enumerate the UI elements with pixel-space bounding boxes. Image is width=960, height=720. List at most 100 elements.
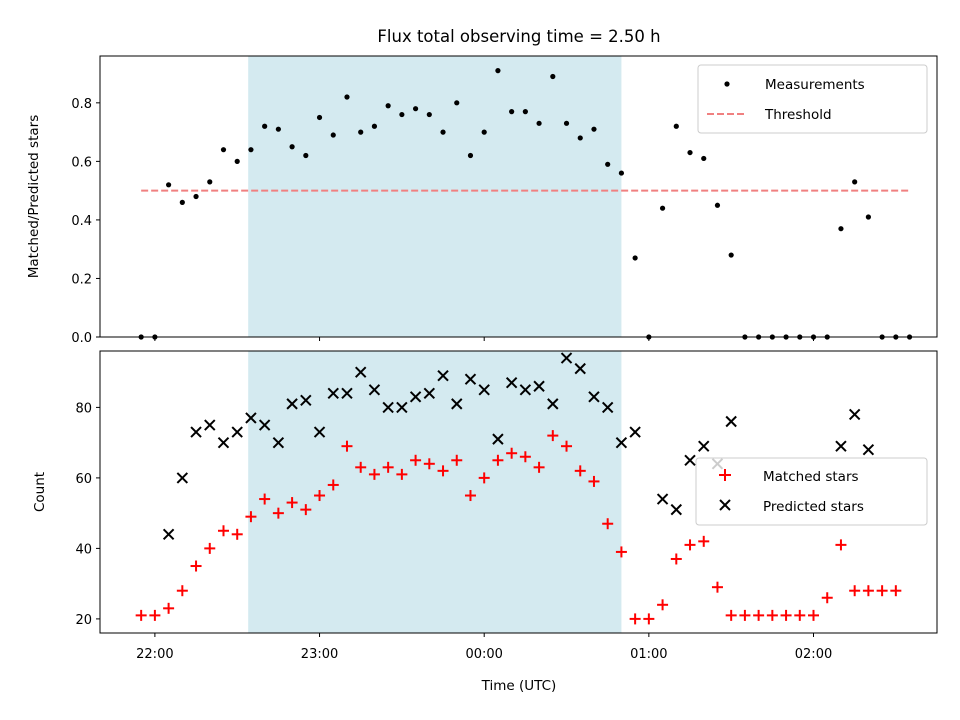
matched-star-point [588,475,600,487]
matched-star-point [341,440,353,452]
predicted-star-point [533,380,545,392]
predicted-star-point [354,366,367,378]
predicted-star-point [204,419,216,431]
predicted-star-point [258,419,271,431]
predicted-star-point [176,472,189,484]
matched-star-point [492,454,504,466]
bottom-axes-frame [99,350,938,634]
matched-star-point [176,585,188,597]
matched-star-point [190,560,202,572]
matched-star-point [670,553,682,565]
matched-star-point [163,602,175,614]
matched-star-point [615,546,627,558]
matched-star-point [478,472,490,484]
measurement-point [838,226,844,232]
matched-star-point [410,454,422,466]
top-legend-box [697,64,928,134]
top-marks [138,68,913,340]
predicted-star-point [684,454,696,466]
top-panel: Flux total observing time = 2.50 h 0.00.… [26,27,938,346]
predicted-star-point [245,412,257,424]
predicted-star-point [574,362,586,375]
matched-star-point [890,585,902,597]
measurement-point [852,179,858,185]
matched-star-point [725,609,737,621]
y-tick-label: 0.4 [71,214,92,229]
measurement-point [358,129,364,135]
matched-star-point [423,458,435,470]
predicted-star-point [670,503,683,516]
measurement-point [412,106,419,112]
predicted-star-point [286,398,298,410]
measurement-point [481,129,487,135]
measurement-point [701,155,707,162]
measurement-point [440,129,446,135]
measurement-point [371,123,378,129]
predicted-star-point [190,426,202,438]
measurement-point [316,114,323,121]
measurement-point [385,103,391,109]
y-tick-label: 80 [75,401,92,416]
predicted-star-point [313,426,326,438]
legend-threshold-label: Threshold [764,107,832,123]
predicted-star-point [217,436,230,449]
measurement-point [659,205,666,211]
legend-predicted-label: Predicted stars [763,499,864,515]
measurement-point [454,100,460,106]
x-tick-label: 00:00 [465,647,502,662]
measurement-point [550,73,556,80]
top-ticks: 0.0 0.2 0.4 0.6 0.8 [71,97,815,346]
legend-predicted-marker [719,499,731,511]
x-tick-label: 22:00 [136,647,173,662]
predicted-star-point [368,384,381,396]
predicted-star-point [862,443,875,456]
predicted-star-point [835,440,847,452]
measurement-point [303,152,309,159]
matched-star-point [862,585,874,597]
measurement-point [618,170,625,176]
matched-star-point [698,535,710,547]
matched-star-point [821,592,833,604]
predicted-star-point [437,369,449,382]
predicted-star-point [698,440,710,452]
matched-star-point [629,613,641,625]
matched-star-point [327,479,339,491]
measurement-point [207,179,213,185]
predicted-star-point [423,387,436,400]
matched-star-point [547,430,559,442]
matched-star-point [231,528,243,540]
matched-star-point [149,609,161,621]
matched-star-point [217,525,229,537]
y-tick-label: 20 [75,613,92,628]
bottom-legend: Matched stars Predicted stars [695,457,928,526]
measurement-point [536,120,542,126]
predicted-star-point [629,426,641,438]
matched-star-point [300,504,312,516]
chart-title: Flux total observing time = 2.50 h [377,27,660,46]
matched-star-point [808,609,820,621]
legend-measurements-label: Measurements [765,77,865,93]
measurement-point [632,255,638,261]
measurement-point [509,109,515,115]
predicted-star-point [601,401,614,414]
matched-star-point [355,461,367,473]
predicted-star-point [492,433,504,445]
matched-star-point [876,585,888,597]
y-tick-label: 0.0 [71,331,92,346]
x-tick-label: 01:00 [630,647,667,662]
measurement-point [344,94,350,100]
matched-star-point [437,465,449,477]
predicted-star-point [396,401,408,414]
predicted-star-point [656,493,669,505]
matched-star-point [533,461,545,473]
matched-star-point [574,465,586,477]
predicted-star-point [519,384,532,396]
matched-star-point [245,511,257,523]
measurement-point [220,147,227,153]
legend-matched-label: Matched stars [763,469,859,485]
x-tick-label: 23:00 [301,647,338,662]
measurement-point [563,120,570,126]
matched-star-point [519,451,531,463]
